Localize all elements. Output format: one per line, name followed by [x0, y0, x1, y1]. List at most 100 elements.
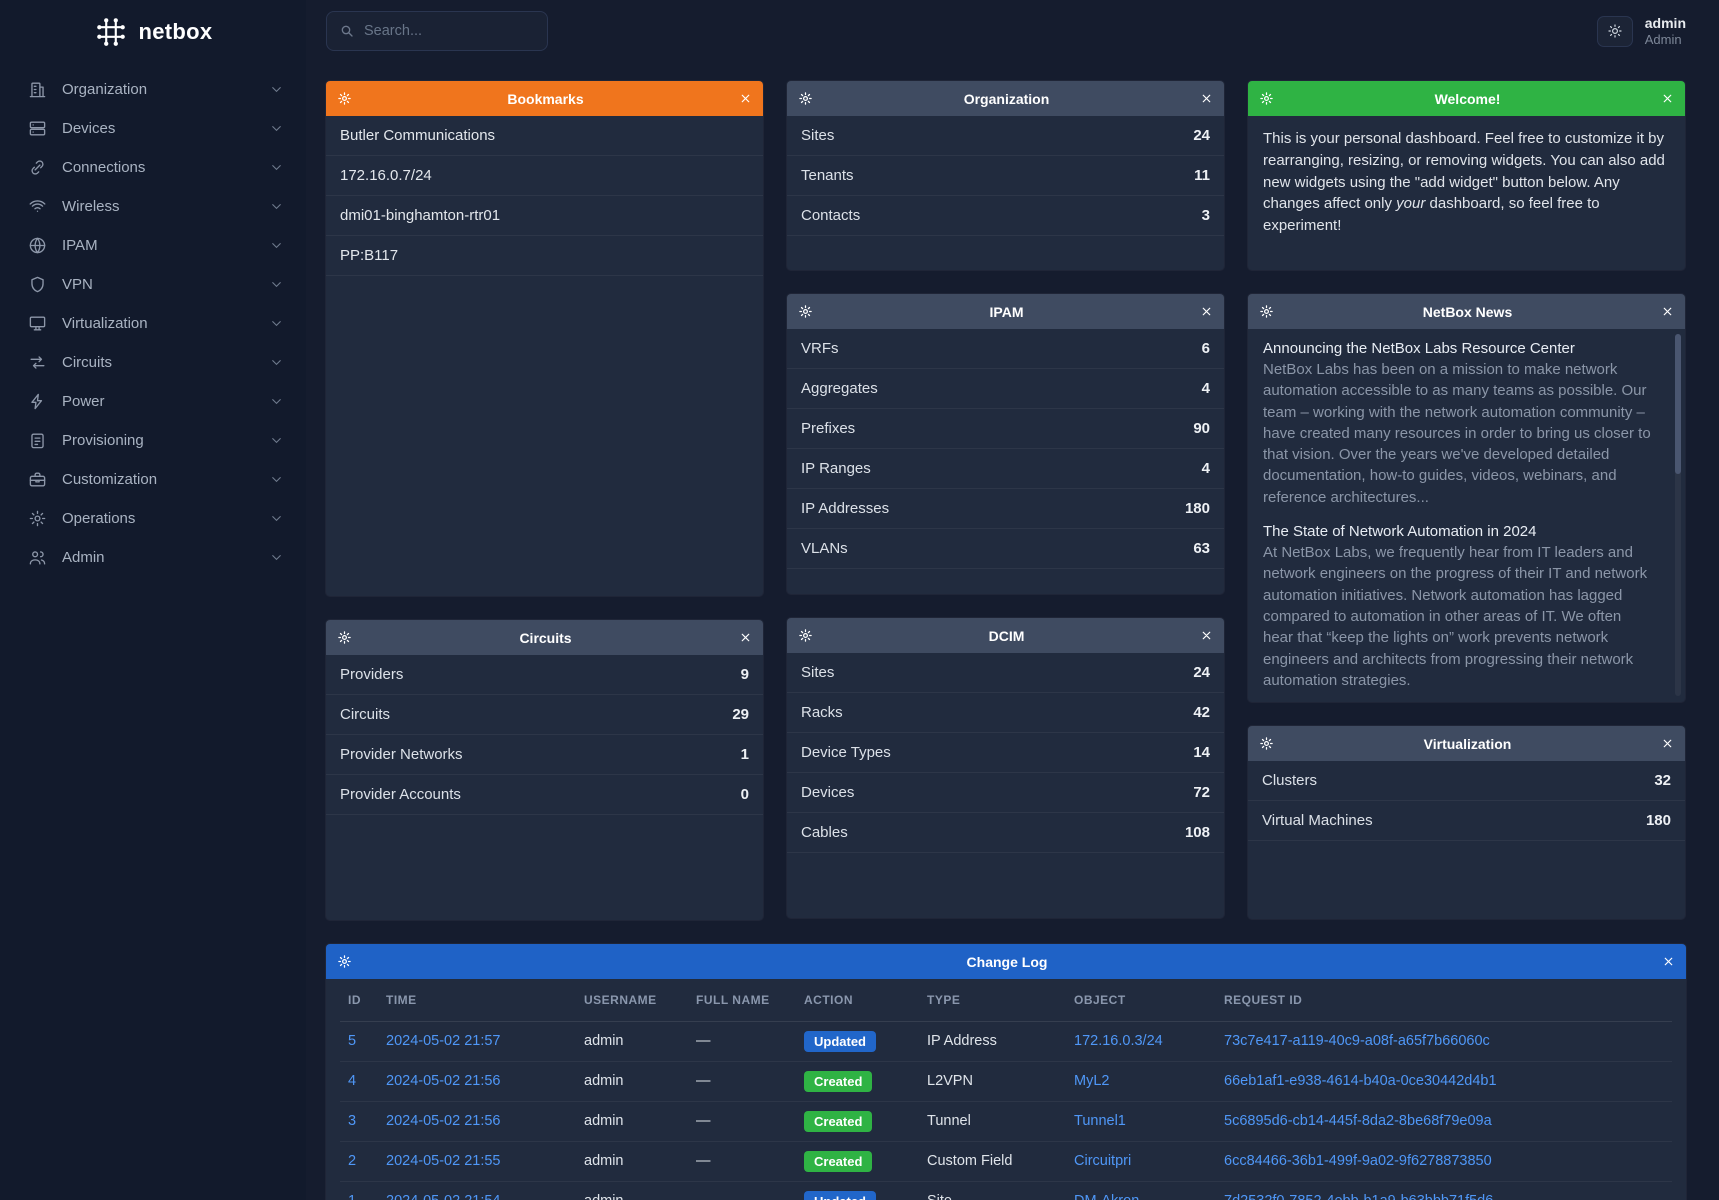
gear-icon[interactable] — [337, 954, 352, 969]
column-header-time[interactable]: TIME — [378, 979, 576, 1022]
changelog-object-link[interactable]: DM-Akron — [1074, 1193, 1139, 1200]
bookmark-link[interactable]: PP:B117 — [326, 236, 763, 276]
changelog-time-link[interactable]: 2024-05-02 21:56 — [386, 1073, 501, 1089]
sidebar-item-devices[interactable]: Devices — [0, 109, 306, 148]
sidebar-item-ipam[interactable]: IPAM — [0, 226, 306, 265]
stat-row[interactable]: Circuits 29 — [326, 695, 763, 735]
changelog-time-link[interactable]: 2024-05-02 21:57 — [386, 1033, 501, 1049]
sidebar-item-provisioning[interactable]: Provisioning — [0, 421, 306, 460]
stat-count: 14 — [1193, 744, 1210, 761]
user-menu[interactable]: admin Admin — [1645, 15, 1686, 47]
netbox-logo[interactable]: netbox — [0, 0, 306, 64]
sidebar-item-label: Organization — [62, 81, 148, 98]
column-header-username[interactable]: USERNAME — [576, 979, 688, 1022]
close-icon[interactable] — [1661, 305, 1674, 318]
changelog-id-link[interactable]: 2 — [348, 1153, 357, 1169]
widget-welcome: Welcome! This is your personal dashboard… — [1248, 81, 1685, 270]
changelog-id-link[interactable]: 4 — [348, 1073, 357, 1089]
changelog-id-link[interactable]: 5 — [348, 1033, 357, 1049]
changelog-request-id-link[interactable]: 7d2532f0-7852-4ebb-b1a9-b63bbb71f5d6 — [1224, 1193, 1493, 1200]
news-scrollbar-thumb[interactable] — [1675, 334, 1681, 474]
news-scrollbar[interactable] — [1675, 334, 1681, 696]
changelog-time-link[interactable]: 2024-05-02 21:54 — [386, 1193, 501, 1200]
stat-row[interactable]: Devices 72 — [787, 773, 1224, 813]
stat-row[interactable]: Clusters 32 — [1248, 761, 1685, 801]
sidebar-item-power[interactable]: Power — [0, 382, 306, 421]
changelog-request-id-link[interactable]: 6cc84466-36b1-499f-9a02-9f6278873850 — [1224, 1153, 1492, 1169]
users-icon — [28, 548, 48, 568]
stat-row[interactable]: Prefixes 90 — [787, 409, 1224, 449]
column-header-request-id[interactable]: REQUEST ID — [1216, 979, 1672, 1022]
sidebar-item-circuits[interactable]: Circuits — [0, 343, 306, 382]
changelog-request-id-link[interactable]: 66eb1af1-e938-4614-b40a-0ce30442d4b1 — [1224, 1073, 1497, 1089]
news-article-title[interactable]: The State of Network Automation in 2024 — [1263, 523, 1537, 541]
close-icon[interactable] — [739, 631, 752, 644]
gear-icon[interactable] — [798, 91, 813, 106]
sidebar-item-admin[interactable]: Admin — [0, 538, 306, 577]
close-icon[interactable] — [1200, 305, 1213, 318]
stat-row[interactable]: Racks 42 — [787, 693, 1224, 733]
sidebar-item-customization[interactable]: Customization — [0, 460, 306, 499]
chevron-down-icon — [269, 199, 284, 214]
changelog-id-link[interactable]: 3 — [348, 1113, 357, 1129]
gear-icon[interactable] — [1259, 91, 1274, 106]
column-header-full-name[interactable]: FULL NAME — [688, 979, 796, 1022]
sidebar-item-wireless[interactable]: Wireless — [0, 187, 306, 226]
gear-icon[interactable] — [337, 630, 352, 645]
chevron-down-icon — [269, 550, 284, 565]
close-icon[interactable] — [739, 92, 752, 105]
stat-row[interactable]: VLANs 63 — [787, 529, 1224, 569]
gear-icon[interactable] — [798, 304, 813, 319]
changelog-row: 5 2024-05-02 21:57 admin — Updated IP Ad… — [340, 1021, 1672, 1062]
close-icon[interactable] — [1661, 737, 1674, 750]
stat-row[interactable]: Contacts 3 — [787, 196, 1224, 236]
gear-icon[interactable] — [798, 628, 813, 643]
gear-icon[interactable] — [1259, 736, 1274, 751]
changelog-object-link[interactable]: Tunnel1 — [1074, 1113, 1126, 1129]
changelog-object-link[interactable]: 172.16.0.3/24 — [1074, 1033, 1163, 1049]
sidebar-item-connections[interactable]: Connections — [0, 148, 306, 187]
gear-icon[interactable] — [337, 91, 352, 106]
stat-row[interactable]: Tenants 11 — [787, 156, 1224, 196]
changelog-request-id-link[interactable]: 5c6895d6-cb14-445f-8da2-8be68f79e09a — [1224, 1113, 1492, 1129]
bookmark-link[interactable]: 172.16.0.7/24 — [326, 156, 763, 196]
news-article-title[interactable]: Announcing the NetBox Labs Resource Cent… — [1263, 340, 1575, 357]
sidebar-item-operations[interactable]: Operations — [0, 499, 306, 538]
column-header-action[interactable]: ACTION — [796, 979, 919, 1022]
close-icon[interactable] — [1200, 92, 1213, 105]
chevron-down-icon — [269, 82, 284, 97]
sidebar-item-virtualization[interactable]: Virtualization — [0, 304, 306, 343]
changelog-type: IP Address — [919, 1021, 1066, 1062]
stat-row[interactable]: Aggregates 4 — [787, 369, 1224, 409]
stat-row[interactable]: Provider Accounts 0 — [326, 775, 763, 815]
gear-icon[interactable] — [1259, 304, 1274, 319]
close-icon[interactable] — [1661, 92, 1674, 105]
changelog-time-link[interactable]: 2024-05-02 21:55 — [386, 1153, 501, 1169]
stat-row[interactable]: Sites 24 — [787, 653, 1224, 693]
sidebar-item-vpn[interactable]: VPN — [0, 265, 306, 304]
column-header-object[interactable]: OBJECT — [1066, 979, 1216, 1022]
stat-row[interactable]: Providers 9 — [326, 655, 763, 695]
changelog-request-id-link[interactable]: 73c7e417-a119-40c9-a08f-a65f7b66060c — [1224, 1033, 1490, 1049]
stat-row[interactable]: IP Ranges 4 — [787, 449, 1224, 489]
changelog-id-link[interactable]: 1 — [348, 1193, 356, 1200]
stat-row[interactable]: Cables 108 — [787, 813, 1224, 853]
search-input[interactable] — [364, 23, 535, 39]
stat-row[interactable]: Device Types 14 — [787, 733, 1224, 773]
close-icon[interactable] — [1662, 955, 1675, 968]
stat-row[interactable]: VRFs 6 — [787, 329, 1224, 369]
stat-row[interactable]: Virtual Machines 180 — [1248, 801, 1685, 841]
changelog-time-link[interactable]: 2024-05-02 21:56 — [386, 1113, 501, 1129]
sidebar-item-organization[interactable]: Organization — [0, 70, 306, 109]
changelog-object-link[interactable]: MyL2 — [1074, 1073, 1110, 1089]
stat-row[interactable]: Sites 24 — [787, 116, 1224, 156]
column-header-id[interactable]: ID — [340, 979, 378, 1022]
theme-toggle-button[interactable] — [1596, 15, 1633, 47]
column-header-type[interactable]: TYPE — [919, 979, 1066, 1022]
stat-row[interactable]: IP Addresses 180 — [787, 489, 1224, 529]
bookmark-link[interactable]: dmi01-binghamton-rtr01 — [326, 196, 763, 236]
stat-row[interactable]: Provider Networks 1 — [326, 735, 763, 775]
close-icon[interactable] — [1200, 629, 1213, 642]
bookmark-link[interactable]: Butler Communications — [326, 116, 763, 156]
changelog-object-link[interactable]: Circuitpri — [1074, 1153, 1132, 1169]
